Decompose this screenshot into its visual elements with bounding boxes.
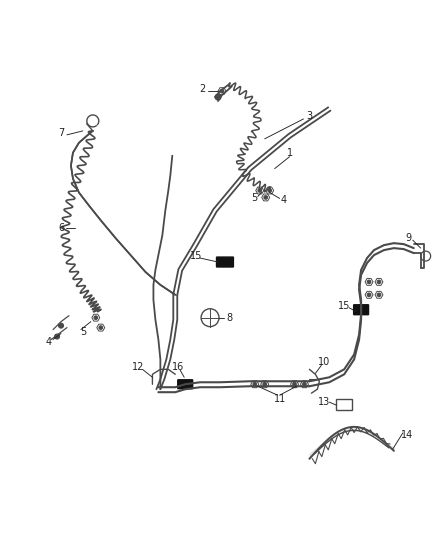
Circle shape bbox=[253, 383, 257, 386]
Circle shape bbox=[55, 334, 60, 339]
Polygon shape bbox=[375, 292, 383, 298]
Text: 6: 6 bbox=[58, 223, 64, 233]
Polygon shape bbox=[97, 324, 105, 331]
Circle shape bbox=[215, 94, 221, 100]
Text: 14: 14 bbox=[401, 430, 413, 440]
FancyBboxPatch shape bbox=[336, 399, 352, 410]
Polygon shape bbox=[290, 381, 298, 387]
Text: 16: 16 bbox=[172, 362, 184, 373]
Polygon shape bbox=[251, 381, 259, 387]
Text: 11: 11 bbox=[273, 394, 286, 404]
Polygon shape bbox=[375, 278, 383, 285]
Polygon shape bbox=[365, 292, 373, 298]
Text: 12: 12 bbox=[132, 362, 145, 373]
Circle shape bbox=[377, 293, 381, 296]
Circle shape bbox=[303, 383, 306, 386]
Text: 9: 9 bbox=[406, 233, 412, 243]
Polygon shape bbox=[261, 381, 268, 387]
Text: 4: 4 bbox=[280, 196, 286, 205]
Text: 5: 5 bbox=[80, 327, 86, 336]
Text: 3: 3 bbox=[306, 111, 312, 121]
Circle shape bbox=[99, 326, 102, 329]
Circle shape bbox=[258, 189, 261, 192]
Text: 4: 4 bbox=[46, 336, 52, 346]
Circle shape bbox=[94, 316, 98, 319]
Polygon shape bbox=[365, 278, 373, 285]
Circle shape bbox=[377, 280, 381, 284]
FancyBboxPatch shape bbox=[216, 257, 233, 267]
Polygon shape bbox=[262, 194, 270, 201]
Text: 10: 10 bbox=[318, 358, 330, 367]
Circle shape bbox=[268, 189, 272, 192]
Text: 2: 2 bbox=[199, 84, 205, 94]
Text: 13: 13 bbox=[318, 397, 330, 407]
FancyBboxPatch shape bbox=[178, 380, 193, 389]
FancyBboxPatch shape bbox=[353, 305, 368, 314]
Text: 8: 8 bbox=[227, 313, 233, 322]
Text: 15: 15 bbox=[338, 301, 350, 311]
Polygon shape bbox=[218, 87, 226, 94]
Text: 15: 15 bbox=[190, 251, 202, 261]
Polygon shape bbox=[256, 187, 264, 194]
Circle shape bbox=[367, 280, 371, 284]
Circle shape bbox=[59, 323, 64, 328]
Circle shape bbox=[220, 90, 224, 93]
Circle shape bbox=[293, 383, 296, 386]
Text: 7: 7 bbox=[58, 128, 64, 138]
Polygon shape bbox=[300, 381, 308, 387]
Text: 5: 5 bbox=[252, 193, 258, 204]
Circle shape bbox=[264, 196, 268, 199]
Text: 1: 1 bbox=[286, 148, 293, 158]
Polygon shape bbox=[266, 187, 274, 194]
Polygon shape bbox=[92, 314, 100, 321]
Circle shape bbox=[367, 293, 371, 296]
Circle shape bbox=[263, 383, 266, 386]
